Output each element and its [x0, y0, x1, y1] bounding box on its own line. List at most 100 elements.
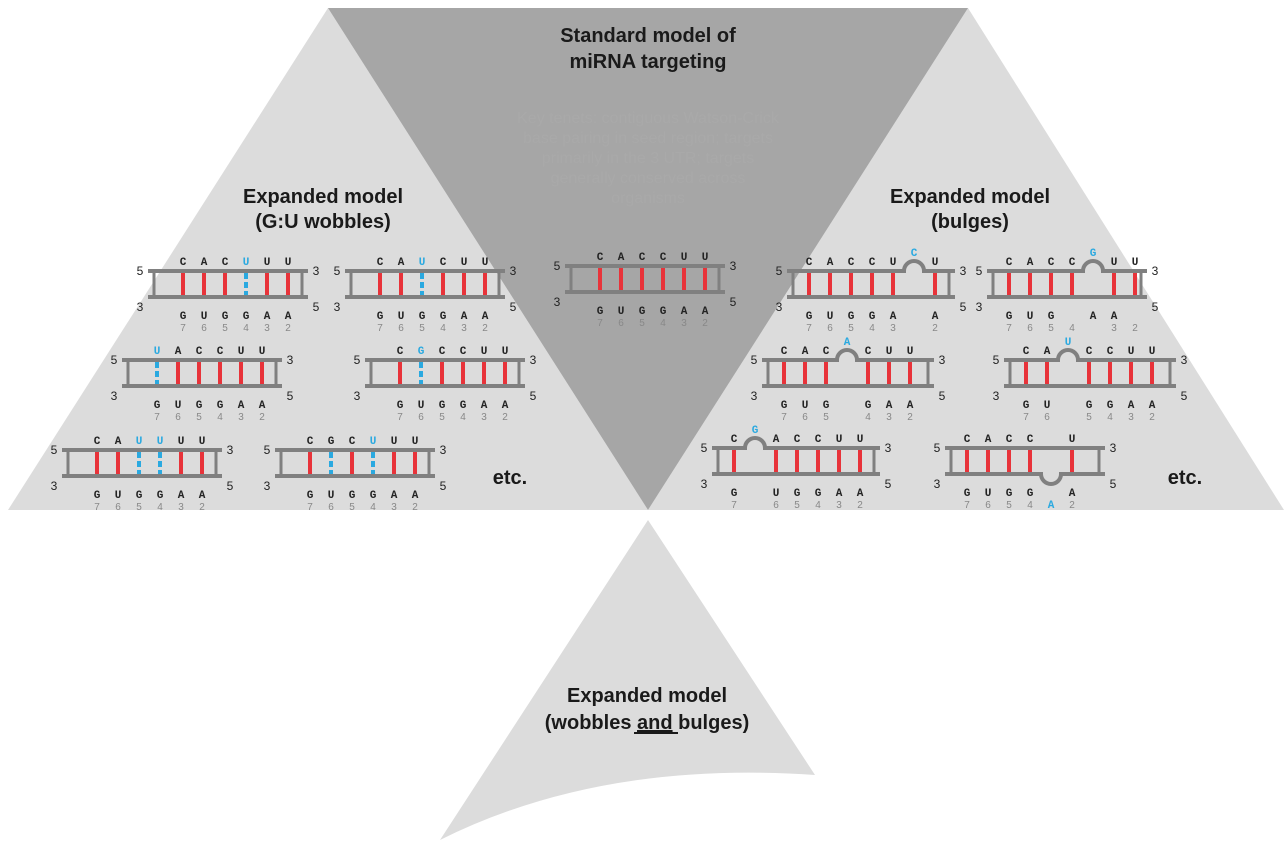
mirna-nucleotide: C — [639, 252, 646, 264]
target-nucleotide: G — [1107, 400, 1114, 412]
five-prime-label: 5 — [264, 443, 271, 457]
combined-title-part-and: and — [637, 712, 673, 734]
mirna-nucleotide: C — [460, 346, 467, 358]
seed-position: 5 — [1048, 323, 1054, 334]
three-prime-label: 3 — [227, 443, 234, 457]
five-prime-label: 5 — [960, 300, 967, 314]
mirna-nucleotide: C — [1023, 346, 1030, 358]
target-nucleotide: G — [815, 488, 822, 500]
five-prime-label: 5 — [976, 264, 983, 278]
mirna-backbone — [762, 348, 934, 362]
target-nucleotide: G — [731, 488, 738, 500]
five-prime-label: 5 — [554, 259, 561, 273]
seed-position: 7 — [781, 412, 787, 423]
target-nucleotide: G — [1086, 400, 1093, 412]
target-nucleotide: A — [857, 488, 864, 500]
target-nucleotide: G — [639, 306, 646, 318]
five-prime-label: 5 — [993, 353, 1000, 367]
mirna-nucleotide: C — [217, 346, 224, 358]
target-nucleotide: U — [1044, 400, 1051, 412]
mirna-nucleotide: C — [848, 257, 855, 269]
seed-position: 4 — [157, 502, 163, 513]
three-prime-label: 3 — [530, 353, 537, 367]
seed-position: 3 — [886, 412, 892, 423]
mirna-nucleotide: U — [907, 346, 914, 358]
target-nucleotide: A — [482, 311, 489, 323]
mirna-nucleotide: U — [857, 434, 864, 446]
tenets-line5: organisms — [611, 190, 685, 207]
seed-position: 6 — [827, 323, 833, 334]
five-prime-label: 5 — [530, 389, 537, 403]
standard-panel — [328, 8, 968, 510]
seed-position: 6 — [201, 323, 207, 334]
seed-position: 3 — [1111, 323, 1117, 334]
wobbles-etc-label: etc. — [493, 467, 527, 489]
bulge-nucleotide: A — [844, 337, 851, 349]
target-nucleotide: U — [328, 490, 335, 502]
five-prime-label: 5 — [227, 479, 234, 493]
wobbles-title-line1: Expanded model — [243, 186, 403, 208]
target-nucleotide: G — [349, 490, 356, 502]
mirna-nucleotide: U — [136, 436, 143, 448]
mirna-nucleotide: C — [597, 252, 604, 264]
mirna-nucleotide: C — [815, 434, 822, 446]
mirna-nucleotide: C — [307, 436, 314, 448]
three-prime-label: 3 — [313, 264, 320, 278]
seed-position: 3 — [264, 323, 270, 334]
target-nucleotide: A — [907, 400, 914, 412]
target-nucleotide: A — [461, 311, 468, 323]
combined-title-part-c: bulges) — [673, 712, 750, 734]
target-nucleotide: A — [886, 400, 893, 412]
three-prime-label: 3 — [287, 353, 294, 367]
seed-position: 6 — [115, 502, 121, 513]
mirna-nucleotide: A — [827, 257, 834, 269]
mirna-nucleotide: U — [391, 436, 398, 448]
target-nucleotide: G — [180, 311, 187, 323]
mirna-nucleotide: C — [794, 434, 801, 446]
five-prime-label: 5 — [1152, 300, 1159, 314]
seed-position: 7 — [397, 412, 403, 423]
target-nucleotide: G — [397, 400, 404, 412]
three-prime-label: 3 — [939, 353, 946, 367]
target-nucleotide: A — [702, 306, 709, 318]
seed-position: 2 — [199, 502, 205, 513]
seed-position: 4 — [660, 318, 666, 329]
mirna-nucleotide: C — [196, 346, 203, 358]
five-prime-label: 5 — [334, 264, 341, 278]
target-nucleotide: G — [439, 400, 446, 412]
mirna-nucleotide: C — [180, 257, 187, 269]
target-nucleotide: G — [1027, 488, 1034, 500]
mirna-nucleotide: A — [175, 346, 182, 358]
mirna-nucleotide: C — [806, 257, 813, 269]
target-nucleotide: G — [377, 311, 384, 323]
mirna-nucleotide: C — [1086, 346, 1093, 358]
mirna-nucleotide: A — [618, 252, 625, 264]
mirna-nucleotide: U — [1111, 257, 1118, 269]
five-prime-label: 5 — [51, 443, 58, 457]
target-nucleotide: A — [199, 490, 206, 502]
five-prime-label: 5 — [701, 441, 708, 455]
seed-position: 7 — [806, 323, 812, 334]
seed-position: 6 — [418, 412, 424, 423]
target-nucleotide: U — [827, 311, 834, 323]
target-nucleotide: A — [264, 311, 271, 323]
seed-position: 2 — [857, 500, 863, 511]
target-nucleotide: G — [1006, 488, 1013, 500]
mirna-nucleotide: C — [440, 257, 447, 269]
mirna-nucleotide: U — [482, 257, 489, 269]
seed-position: 6 — [175, 412, 181, 423]
seed-position: 6 — [985, 500, 991, 511]
mirna-nucleotide: U — [412, 436, 419, 448]
seed-position: 7 — [964, 500, 970, 511]
mirna-nucleotide: C — [731, 434, 738, 446]
five-prime-label: 5 — [885, 477, 892, 491]
target-nucleotide: A — [1128, 400, 1135, 412]
seed-position: 3 — [238, 412, 244, 423]
mirna-nucleotide: U — [178, 436, 185, 448]
three-prime-label: 3 — [701, 477, 708, 491]
mirna-nucleotide: A — [201, 257, 208, 269]
target-nucleotide: G — [440, 311, 447, 323]
